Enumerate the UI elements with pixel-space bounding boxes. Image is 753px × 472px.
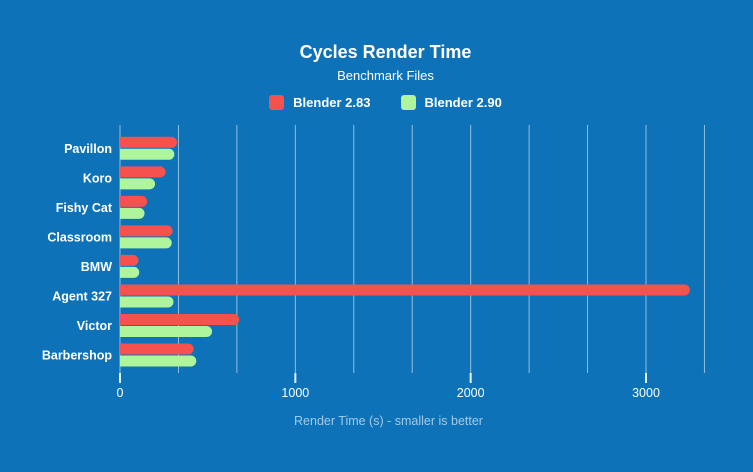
x-axis-tick-label: 2000 — [457, 386, 485, 400]
y-axis-label-classroom: Classroom — [47, 230, 112, 244]
bar-barbershop-blender-2-83 — [120, 343, 194, 355]
chart-title: Cycles Render Time — [299, 42, 472, 62]
legend-swatch-blender-2-90 — [400, 95, 416, 110]
bar-pavillon-blender-2-90 — [120, 148, 175, 160]
y-axis-label-fishy-cat: Fishy Cat — [56, 201, 113, 215]
bar-koro-blender-2-90 — [120, 178, 156, 190]
bar-agent-327-blender-2-83 — [120, 284, 690, 296]
y-axis-label-agent-327: Agent 327 — [52, 289, 112, 303]
bar-pavillon-blender-2-83 — [120, 136, 177, 148]
legend-item-blender-2-90[interactable]: Blender 2.90 — [400, 95, 502, 110]
bar-agent-327-blender-2-90 — [120, 296, 174, 308]
legend: Blender 2.83 Blender 2.90 — [18, 95, 753, 110]
bar-classroom-blender-2-83 — [120, 225, 173, 237]
bar-victor-blender-2-90 — [120, 325, 213, 337]
y-axis-label-barbershop: Barbershop — [42, 349, 113, 363]
legend-item-blender-2-83[interactable]: Blender 2.83 — [269, 95, 371, 110]
y-axis-label-pavillon: Pavillon — [64, 142, 112, 156]
x-axis-tick-label: 1000 — [281, 386, 309, 400]
legend-label: Blender 2.83 — [293, 95, 371, 110]
bar-fishy-cat-blender-2-90 — [119, 207, 145, 219]
y-axis-label-victor: Victor — [77, 319, 112, 333]
bar-barbershop-blender-2-90 — [119, 355, 197, 367]
legend-label: Blender 2.90 — [424, 95, 502, 110]
chart-subtitle: Benchmark Files — [337, 68, 434, 83]
x-axis-tick-label: 0 — [117, 386, 124, 400]
bar-bmw-blender-2-83 — [120, 254, 139, 266]
y-axis-label-bmw: BMW — [81, 260, 112, 274]
x-axis-tick-label: 3000 — [632, 386, 660, 400]
bar-fishy-cat-blender-2-83 — [120, 195, 148, 207]
bar-koro-blender-2-83 — [120, 166, 166, 178]
bar-bmw-blender-2-90 — [120, 266, 140, 278]
bar-classroom-blender-2-90 — [120, 237, 172, 249]
legend-swatch-blender-2-83 — [269, 95, 285, 110]
y-axis-label-koro: Koro — [83, 171, 113, 185]
x-axis-title: Render Time (s) - smaller is better — [294, 414, 483, 428]
bar-victor-blender-2-83 — [120, 313, 240, 325]
